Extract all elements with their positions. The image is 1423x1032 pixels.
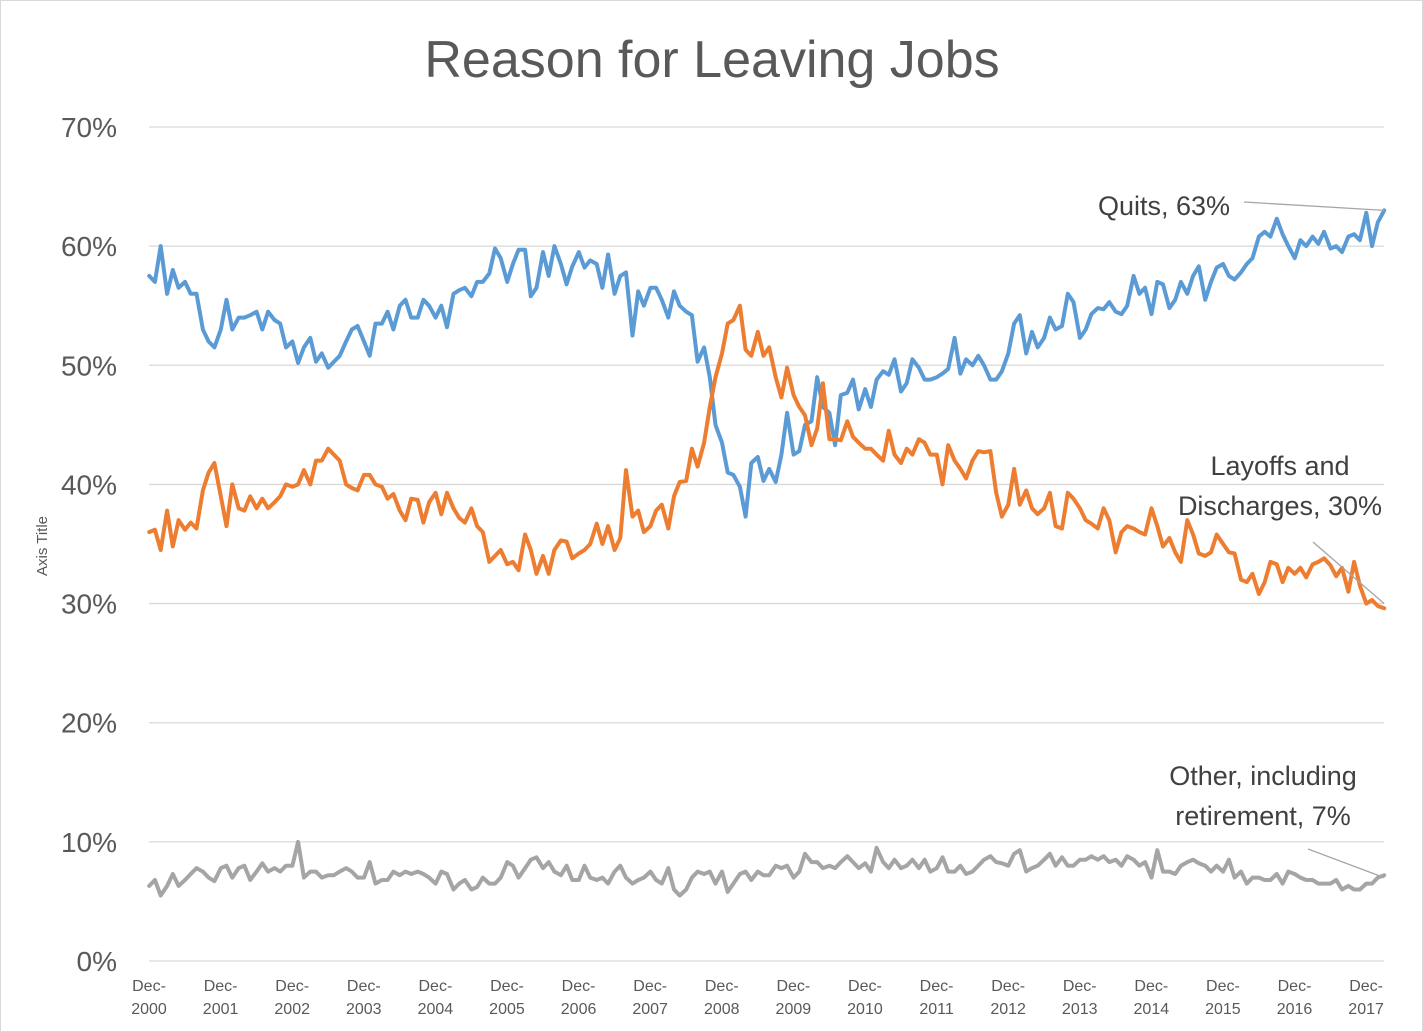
x-tick-label-2007: Dec-2007 [632, 978, 668, 1018]
chart-title: Reason for Leaving Jobs [424, 31, 999, 89]
x-tick-label-2000: Dec-2000 [131, 978, 167, 1018]
x-tick-label-2006: Dec-2006 [561, 978, 597, 1018]
y-axis-ticks: 0% 10% 20% 30% 40% 50% 60% 70% [61, 112, 117, 977]
y-tick-label-60: 60% [61, 231, 117, 262]
x-tick-label-2010: Dec-2010 [847, 978, 883, 1018]
leader-line-quits [1243, 201, 1385, 212]
x-tick-label-2008: Dec-2008 [704, 978, 740, 1018]
series-line-quits [147, 208, 1387, 519]
annotation-layoffs-and-discharges: Layoffs and Discharges, 30% [1178, 451, 1382, 521]
x-tick-label-2013: Dec-2013 [1062, 978, 1098, 1018]
y-tick-label-0: 0% [77, 946, 117, 977]
leader-line-layoffs-and-discharges [1312, 541, 1385, 605]
x-tick-label-2016: Dec-2016 [1277, 978, 1313, 1018]
data-annotations: Quits, 63% Layoffs and Discharges, 30% Othe… [1098, 191, 1385, 879]
x-tick-label-2015: Dec-2015 [1205, 978, 1241, 1018]
y-axis-title: Axis Title [34, 516, 51, 576]
x-tick-label-2009: Dec-2009 [776, 978, 812, 1018]
x-axis-ticks: Dec-2000 Dec-2001 Dec-2002 Dec-2003 Dec-2004… [131, 978, 1384, 1018]
x-tick-label-2003: Dec-2003 [346, 978, 382, 1018]
leader-line-other-including-retirement [1307, 848, 1385, 879]
y-tick-label-50: 50% [61, 350, 117, 381]
x-tick-label-2002: Dec-2002 [274, 978, 310, 1018]
x-tick-label-2011: Dec-2011 [919, 978, 954, 1018]
series-line-other-including-retirement [147, 839, 1387, 898]
x-tick-label-2012: Dec-2012 [990, 978, 1026, 1018]
annotation-other-including-retirement: Other, including retirement, 7% [1169, 761, 1357, 831]
gridlines [149, 126, 1384, 962]
x-tick-label-2017: Dec-2017 [1348, 978, 1384, 1018]
series-line-layoffs-and-discharges [147, 303, 1387, 611]
y-tick-label-40: 40% [61, 469, 117, 500]
y-tick-label-20: 20% [61, 708, 117, 739]
y-tick-label-70: 70% [61, 112, 117, 143]
series-lines [147, 208, 1387, 898]
x-tick-label-2001: Dec-2001 [203, 978, 239, 1018]
x-tick-label-2014: Dec-2014 [1134, 978, 1170, 1018]
annotation-quits: Quits, 63% [1098, 191, 1230, 221]
y-tick-label-30: 30% [61, 589, 117, 620]
x-tick-label-2005: Dec-2005 [489, 978, 525, 1018]
x-tick-label-2004: Dec-2004 [418, 978, 454, 1018]
y-tick-label-10: 10% [61, 827, 117, 858]
